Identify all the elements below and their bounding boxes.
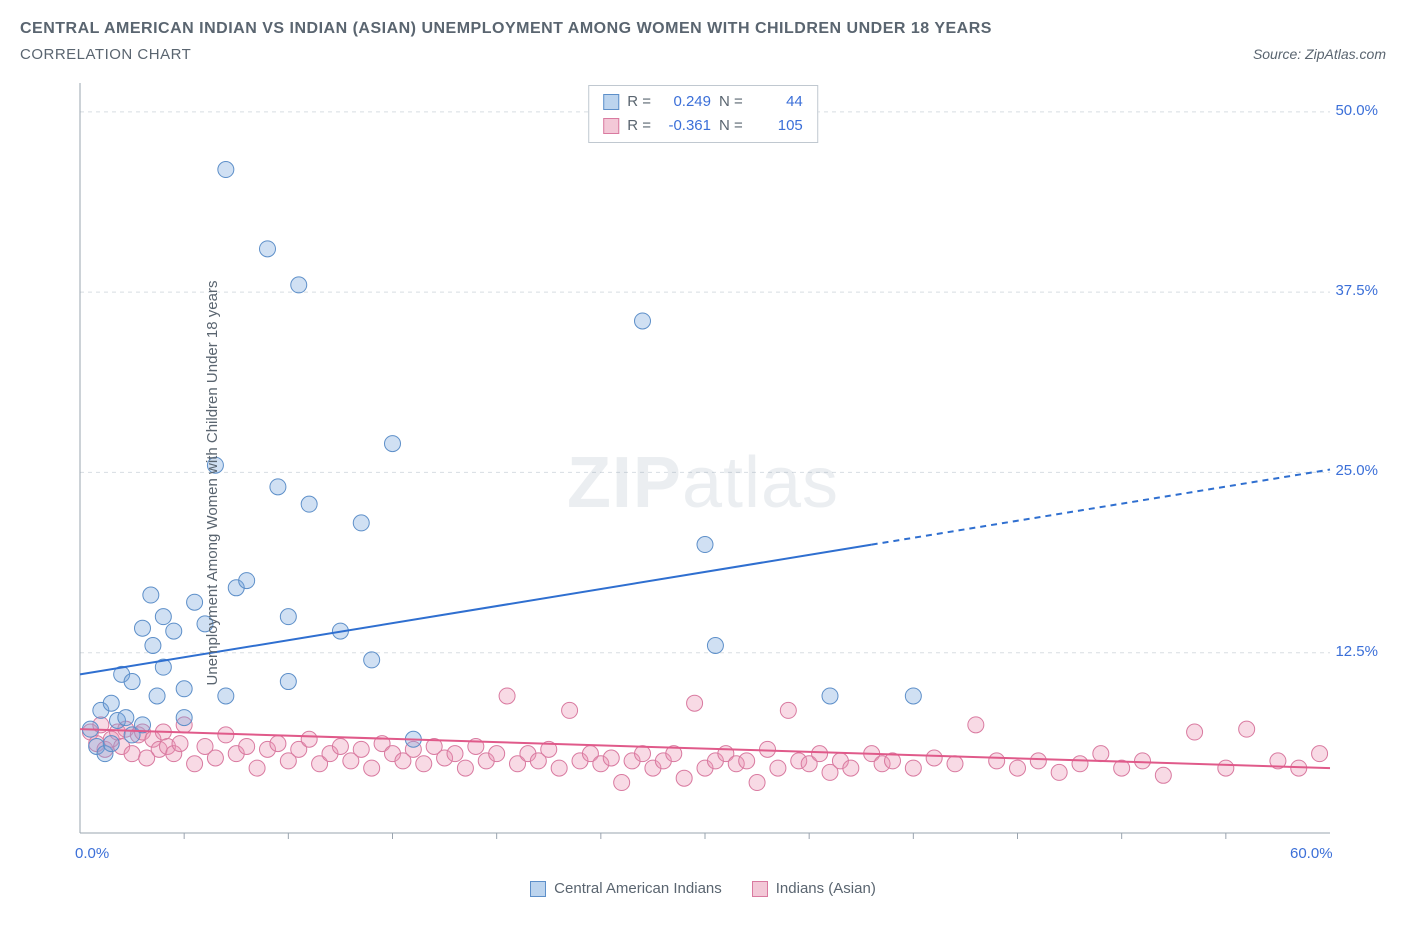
swatch-series2	[603, 118, 619, 134]
legend-swatch-series2	[752, 881, 768, 897]
chart-title: CENTRAL AMERICAN INDIAN VS INDIAN (ASIAN…	[20, 20, 1386, 38]
stats-row-series2: R = -0.361 N = 105	[603, 114, 803, 138]
swatch-series1	[603, 94, 619, 110]
legend-swatch-series1	[530, 881, 546, 897]
chart-container: Unemployment Among Women with Children U…	[20, 73, 1386, 893]
legend-item-series1: Central American Indians	[530, 880, 722, 897]
correlation-stats-box: R = 0.249 N = 44 R = -0.361 N = 105	[588, 85, 818, 143]
legend: Central American Indians Indians (Asian)	[20, 880, 1386, 897]
stats-row-series1: R = 0.249 N = 44	[603, 90, 803, 114]
x-tick-label-max: 60.0%	[1290, 845, 1333, 862]
y-axis-label: Unemployment Among Women with Children U…	[204, 281, 221, 686]
title-block: CENTRAL AMERICAN INDIAN VS INDIAN (ASIAN…	[20, 20, 1386, 63]
chart-subtitle: CORRELATION CHART	[20, 46, 191, 63]
y-tick-label: 12.5%	[1335, 643, 1378, 660]
y-tick-label: 25.0%	[1335, 462, 1378, 479]
legend-item-series2: Indians (Asian)	[752, 880, 876, 897]
y-tick-label: 37.5%	[1335, 282, 1378, 299]
x-tick-label-min: 0.0%	[75, 845, 109, 862]
source-attribution: Source: ZipAtlas.com	[1253, 46, 1386, 62]
y-tick-label: 50.0%	[1335, 102, 1378, 119]
scatter-chart	[20, 73, 1386, 893]
